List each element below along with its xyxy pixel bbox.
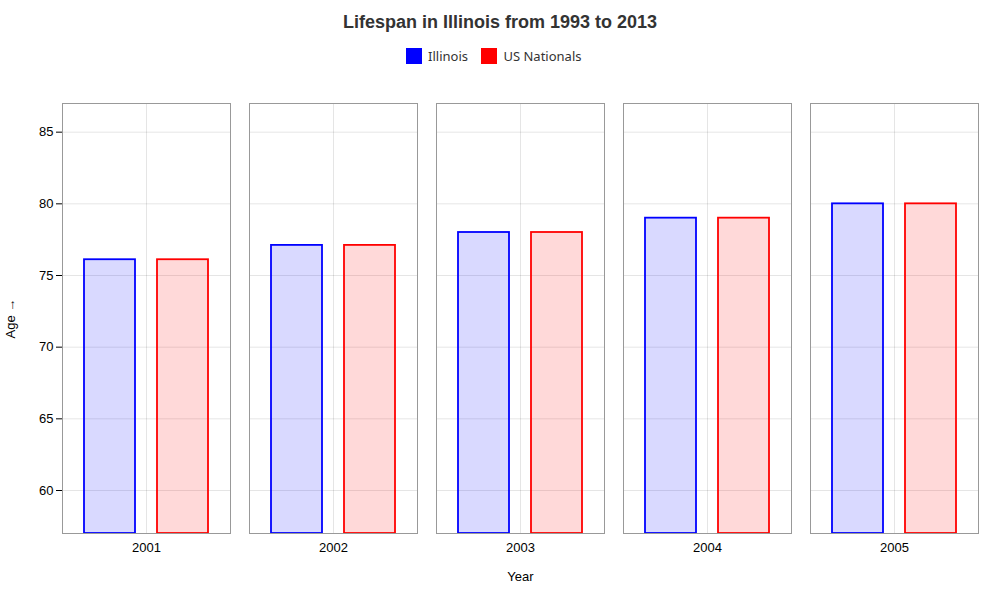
html-text:Lifespan in Illinois from 1993: Lifespan in Illinois from 1993 to 2013: [342, 12, 657, 32]
svg-text:2004: 2004: [693, 539, 722, 554]
svg-text:2001: 2001: [132, 539, 161, 554]
svg-text:2005: 2005: [880, 539, 909, 554]
svg-text:80: 80: [39, 195, 53, 210]
svg-text:2003: 2003: [506, 539, 535, 554]
svg-text:60: 60: [39, 482, 53, 497]
svg-text:2002: 2002: [319, 539, 348, 554]
html-text:Illinois: Illinois: [428, 46, 468, 65]
svg-text:85: 85: [39, 124, 53, 139]
svg-text:Age →: Age →: [3, 298, 18, 338]
svg-text:70: 70: [39, 339, 53, 354]
html-text:US Nationals: US Nationals: [503, 46, 582, 65]
svg-text:75: 75: [39, 267, 53, 282]
svg-text:Year: Year: [507, 568, 534, 583]
svg-text:65: 65: [39, 410, 53, 425]
